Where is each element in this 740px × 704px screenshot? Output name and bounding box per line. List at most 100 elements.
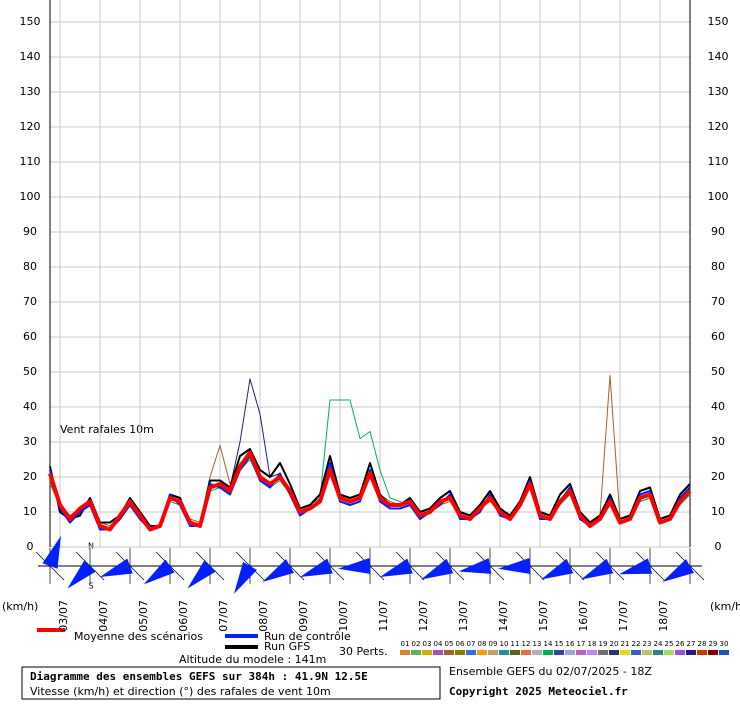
run-label: Ensemble GEFS du 02/07/2025 - 18Z <box>449 665 652 678</box>
y-tick-label: 90 <box>23 225 37 238</box>
pert-swatch <box>466 650 476 655</box>
compass-s: S <box>88 582 93 591</box>
pert-swatch <box>477 650 487 655</box>
pert-swatch <box>543 650 553 655</box>
y-tick-label: 120 <box>20 120 41 133</box>
copyright: Copyright 2025 Meteociel.fr <box>449 685 628 698</box>
y-tick-label: 80 <box>23 260 37 273</box>
pert-swatch <box>576 650 586 655</box>
chart-title: Diagramme des ensembles GEFS sur 384h : … <box>30 670 368 683</box>
y-tick-label: 130 <box>20 85 41 98</box>
x-tick-label: 03/07 <box>57 600 70 632</box>
y-tick-label: 50 <box>711 365 725 378</box>
y-tick-label: 150 <box>20 15 41 28</box>
y-tick-label: 10 <box>23 505 37 518</box>
compass-n: N <box>88 542 94 551</box>
x-tick-label: 13/07 <box>457 600 470 632</box>
y-tick-label: 10 <box>711 505 725 518</box>
pert-swatch <box>642 650 652 655</box>
y-tick-label: 60 <box>711 330 725 343</box>
title-box <box>21 666 441 700</box>
pert-label: 21 <box>621 640 630 648</box>
direction-wedge <box>498 558 531 574</box>
x-tick-label: 14/07 <box>497 600 510 632</box>
legend-label: Run de contrôle <box>264 630 351 643</box>
pert-swatch <box>697 650 707 655</box>
x-tick-label: 04/07 <box>97 600 110 632</box>
pert-label: 29 <box>709 640 718 648</box>
series-line <box>48 450 692 532</box>
y-tick-label: 70 <box>23 295 37 308</box>
pert-swatch <box>620 650 630 655</box>
y-tick-label: 40 <box>23 400 37 413</box>
x-tick-label: 10/07 <box>337 600 350 632</box>
x-tick-label: 11/07 <box>377 600 390 632</box>
pert-swatch <box>587 650 597 655</box>
pert-label: 13 <box>533 640 542 648</box>
pert-swatch <box>499 650 509 655</box>
x-tick-label: 08/07 <box>257 600 270 632</box>
pert-swatch <box>521 650 531 655</box>
pert-swatch <box>554 650 564 655</box>
pert-label: 05 <box>445 640 454 648</box>
pert-label: 26 <box>676 640 685 648</box>
y-tick-label: 50 <box>23 365 37 378</box>
pert-swatch <box>455 650 465 655</box>
legend-label: Run GFS <box>264 640 310 653</box>
y-tick-label: 100 <box>708 190 729 203</box>
legend-label: Moyenne des scénarios <box>74 630 203 643</box>
direction-wedge <box>99 558 133 577</box>
pert-swatch <box>719 650 729 655</box>
pert-label: 28 <box>698 640 707 648</box>
pert-label: 18 <box>588 640 597 648</box>
pert-swatch <box>598 650 608 655</box>
pert-label: 04 <box>434 640 443 648</box>
y-tick-label: 60 <box>23 330 37 343</box>
direction-wedge <box>262 559 294 582</box>
direction-wedge <box>540 558 574 580</box>
x-tick-label: 06/07 <box>177 600 190 632</box>
chart-subtitle: Vitesse (km/h) et direction (°) des rafa… <box>30 685 331 698</box>
annotation: Vent rafales 10m <box>60 423 154 436</box>
y-tick-label: 30 <box>711 435 725 448</box>
pert-label: 03 <box>423 640 432 648</box>
pert-label: 30 <box>720 640 729 648</box>
y-tick-label: 0 <box>27 540 34 553</box>
direction-wedge <box>234 562 257 594</box>
pert-swatch <box>664 650 674 655</box>
pert-swatch <box>433 650 443 655</box>
direction-wedge <box>458 558 492 574</box>
y-tick-label: 30 <box>23 435 37 448</box>
pert-label: 11 <box>511 640 520 648</box>
y-tick-label: 110 <box>20 155 41 168</box>
pert-label: 17 <box>577 640 586 648</box>
direction-wedge <box>338 558 371 574</box>
y-tick-label: 150 <box>708 15 729 28</box>
y-tick-label: 80 <box>711 260 725 273</box>
x-tick-label: 18/07 <box>657 600 670 632</box>
y-unit-left: (km/h) <box>2 600 38 613</box>
x-tick-label: 09/07 <box>297 600 310 632</box>
pert-label: 07 <box>467 640 476 648</box>
pert-label: 09 <box>489 640 498 648</box>
pert-label: 12 <box>522 640 531 648</box>
pert-label: 08 <box>478 640 487 648</box>
direction-wedge <box>187 560 216 589</box>
y-tick-label: 90 <box>711 225 725 238</box>
x-tick-label: 12/07 <box>417 600 430 632</box>
pert-label: 14 <box>544 640 553 648</box>
x-tick-label: 15/07 <box>537 600 550 632</box>
y-tick-label: 140 <box>708 50 729 63</box>
direction-wedge <box>299 558 333 577</box>
x-tick-label: 16/07 <box>577 600 590 632</box>
pert-label: 01 <box>401 640 410 648</box>
pert-swatch <box>510 650 520 655</box>
direction-wedge <box>580 558 614 580</box>
pert-swatch <box>609 650 619 655</box>
pert-label: 20 <box>610 640 619 648</box>
pert-swatch <box>565 650 575 655</box>
altitude: Altitude du modele : 141m <box>179 653 326 666</box>
y-tick-label: 130 <box>708 85 729 98</box>
direction-wedge <box>143 559 175 585</box>
